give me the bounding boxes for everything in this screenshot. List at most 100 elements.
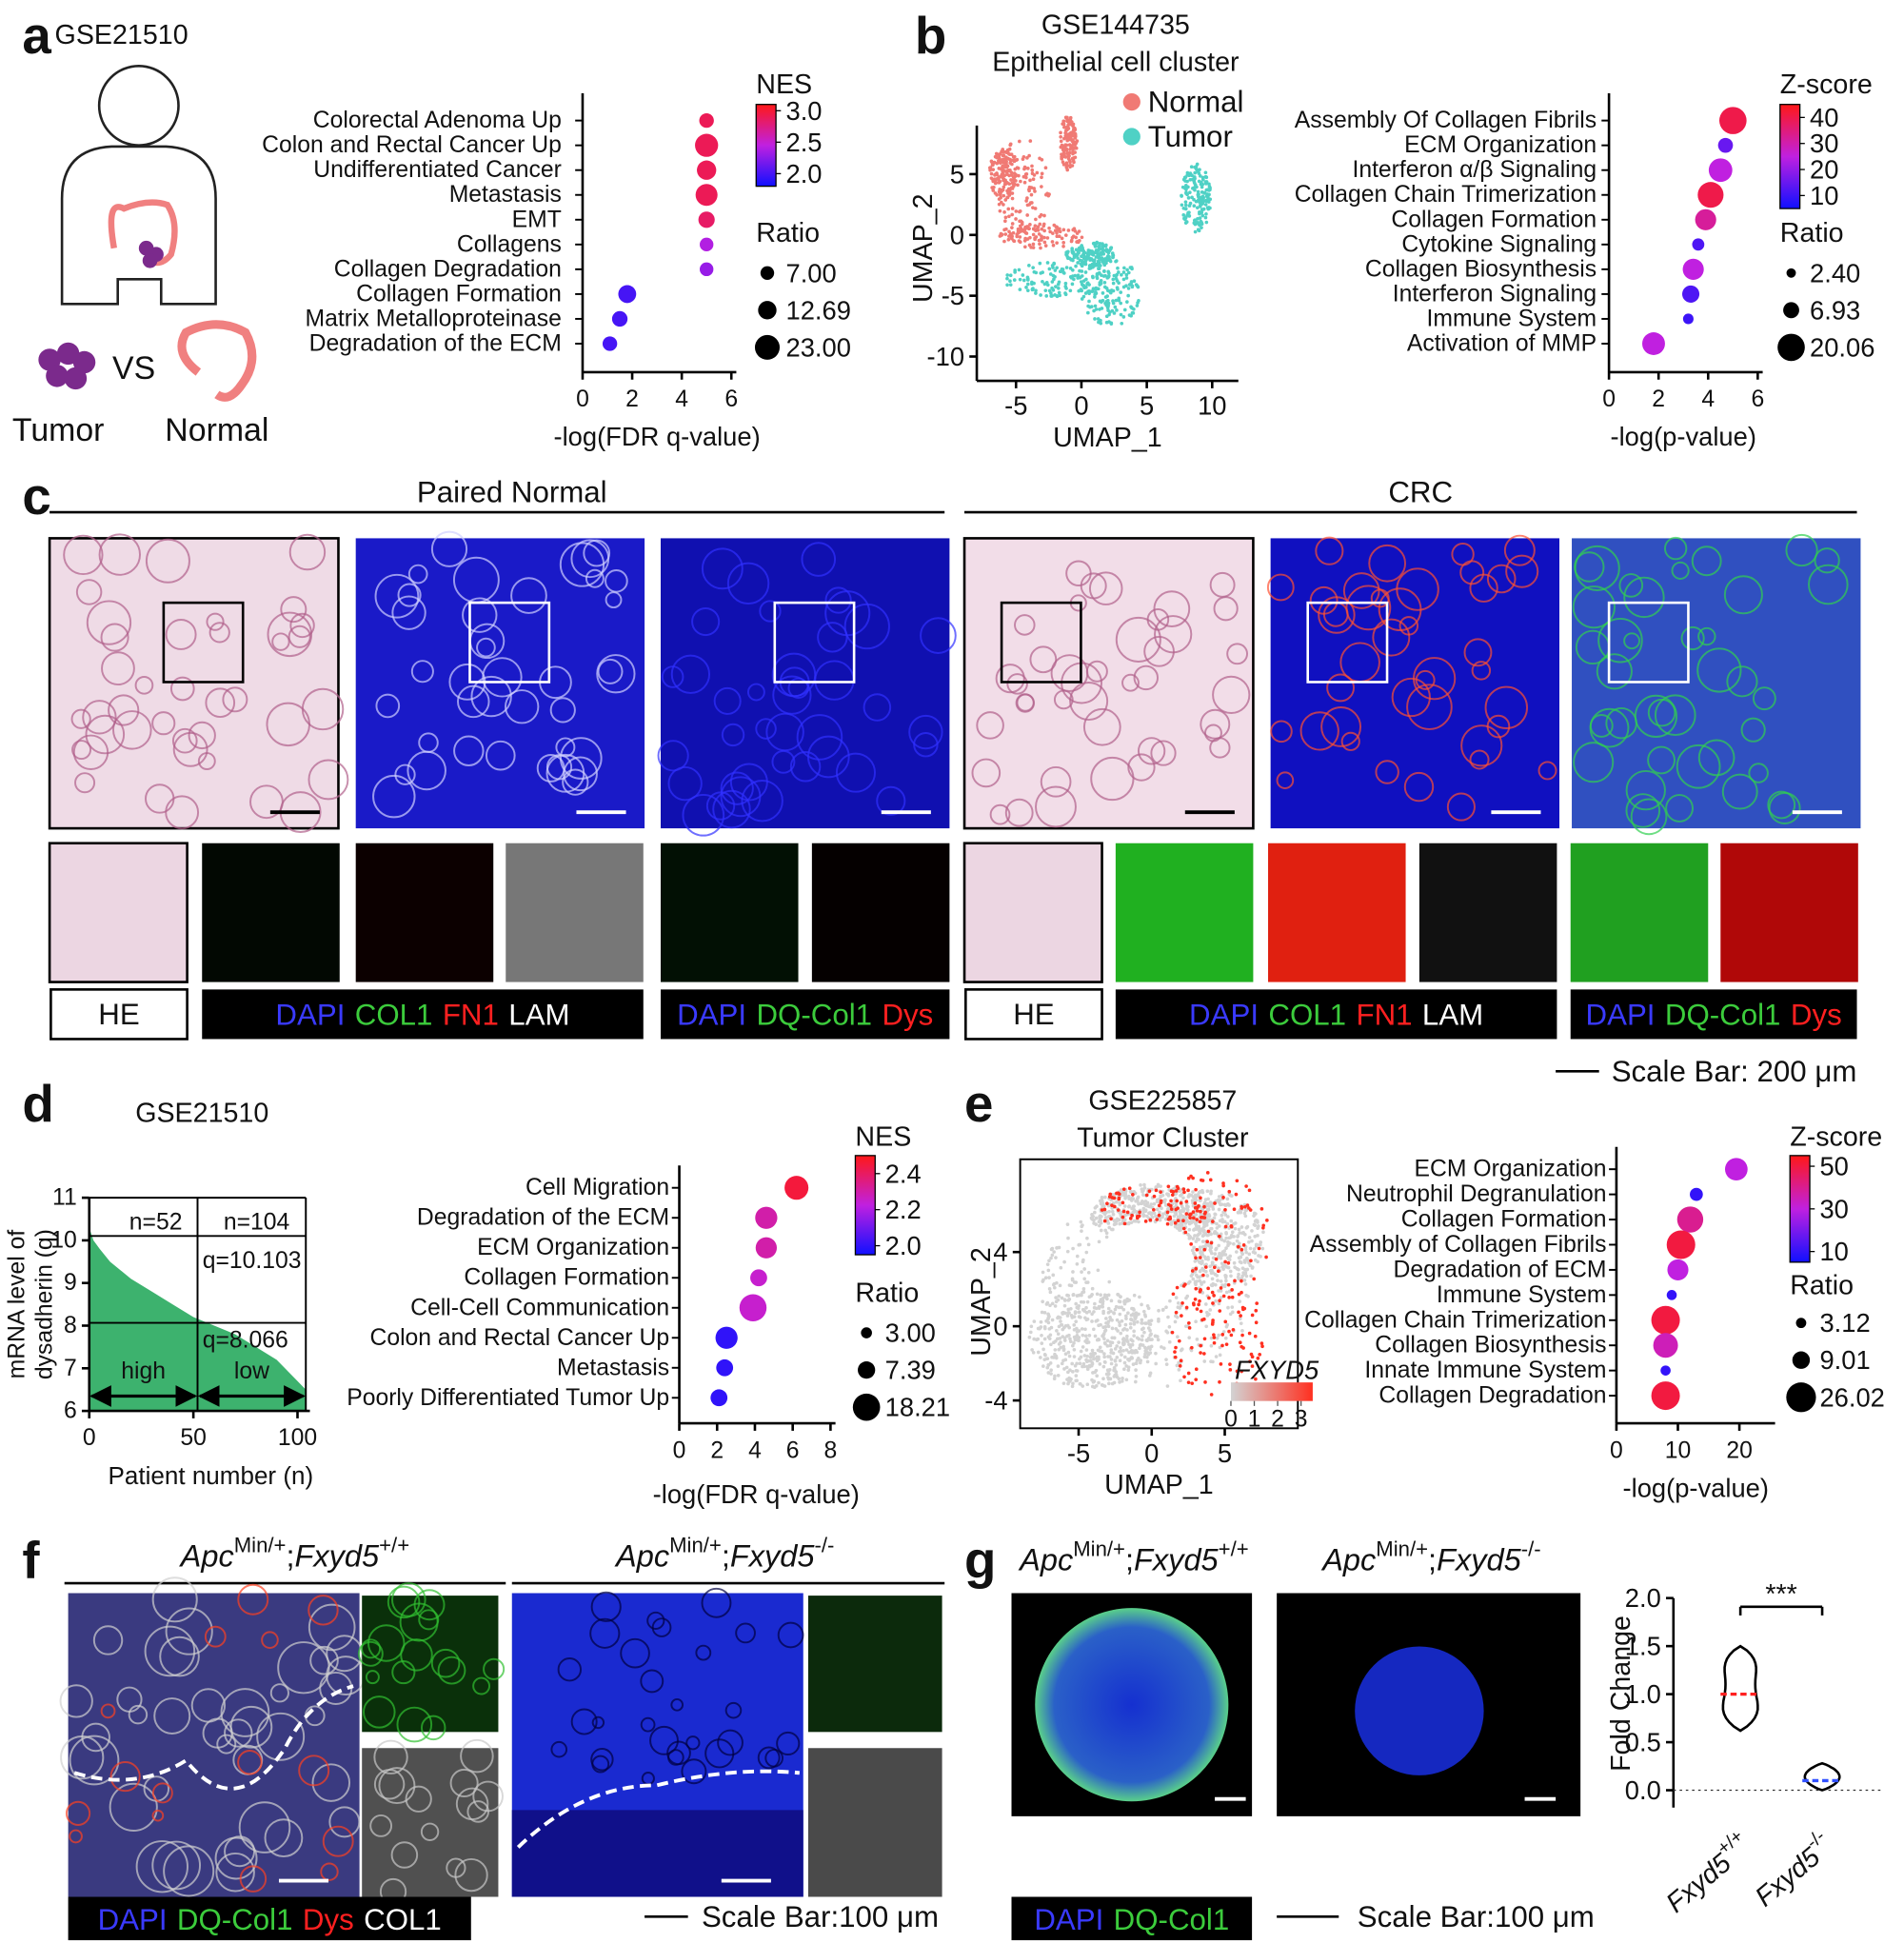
allele: +/+ bbox=[379, 1533, 409, 1556]
violin bbox=[1803, 1761, 1841, 1792]
cell bbox=[1115, 1375, 1120, 1379]
group-title: CRC bbox=[1388, 476, 1453, 509]
texture bbox=[361, 1638, 382, 1659]
cell bbox=[1057, 286, 1061, 290]
colorbar bbox=[1230, 1382, 1313, 1401]
cell bbox=[1060, 152, 1063, 156]
texture bbox=[277, 1641, 330, 1695]
cell bbox=[1115, 308, 1119, 312]
cell bbox=[1006, 237, 1011, 242]
cell bbox=[1070, 1384, 1075, 1389]
stain-box bbox=[68, 1896, 471, 1941]
cell bbox=[1238, 1299, 1242, 1303]
cell bbox=[994, 151, 999, 156]
texture bbox=[460, 1738, 494, 1774]
cell bbox=[1104, 1317, 1108, 1320]
genotype-title: ApcMin/+;Fxyd5+/+ bbox=[179, 1533, 410, 1573]
category-label: ECM Organization bbox=[477, 1235, 669, 1260]
cell bbox=[1209, 1343, 1214, 1348]
category-label: Collagen Chain Trimerization bbox=[1304, 1307, 1606, 1333]
cell bbox=[1265, 1219, 1269, 1222]
cell bbox=[993, 154, 998, 159]
cell bbox=[1057, 1347, 1061, 1352]
texture bbox=[1752, 686, 1776, 711]
cell bbox=[1152, 1211, 1157, 1216]
cell bbox=[995, 176, 1000, 181]
cell bbox=[1249, 1259, 1253, 1263]
texture bbox=[453, 735, 485, 766]
cell bbox=[1023, 166, 1027, 170]
texture bbox=[74, 772, 96, 794]
cell bbox=[1141, 1326, 1145, 1331]
cell bbox=[1078, 268, 1081, 273]
cell bbox=[1071, 228, 1076, 232]
cell bbox=[1011, 230, 1016, 235]
y-axis-title: dysadherin (q) bbox=[31, 1229, 57, 1379]
cell bbox=[1184, 1296, 1188, 1300]
texture bbox=[1597, 617, 1643, 664]
cell bbox=[1135, 304, 1140, 307]
cell bbox=[1100, 252, 1103, 256]
legend-title: Ratio bbox=[1790, 1271, 1854, 1301]
cell bbox=[1226, 1260, 1231, 1265]
cell bbox=[1173, 1350, 1177, 1354]
cell bbox=[1040, 227, 1044, 231]
x-tick-label: 10 bbox=[1665, 1437, 1692, 1463]
cell bbox=[1141, 1193, 1145, 1197]
texture bbox=[801, 542, 837, 577]
cell bbox=[1236, 1275, 1240, 1279]
stain: COL1 bbox=[1268, 998, 1346, 1031]
cell bbox=[1197, 1204, 1200, 1208]
texture bbox=[712, 789, 751, 829]
cell bbox=[1219, 1256, 1223, 1260]
cell bbox=[1053, 1374, 1057, 1378]
cell bbox=[1124, 276, 1129, 280]
texture bbox=[1372, 618, 1411, 657]
cell bbox=[1038, 261, 1042, 266]
cell bbox=[1001, 166, 1004, 169]
stain-label: DAPI DQ-Col1 bbox=[1034, 1902, 1229, 1935]
dot bbox=[700, 237, 714, 252]
cell bbox=[1139, 1183, 1142, 1187]
cell bbox=[1092, 1327, 1096, 1332]
cell bbox=[1193, 1280, 1198, 1285]
stain: DAPI bbox=[98, 1902, 168, 1935]
texture bbox=[1623, 576, 1665, 619]
texture bbox=[1460, 724, 1503, 767]
cell bbox=[1200, 1291, 1205, 1295]
inset bbox=[1720, 843, 1858, 982]
cell bbox=[1201, 1268, 1206, 1273]
cell bbox=[1144, 1193, 1149, 1198]
cell bbox=[1178, 1363, 1182, 1368]
cell bbox=[998, 179, 1002, 184]
cell bbox=[1046, 1312, 1050, 1317]
cell bbox=[1257, 1254, 1260, 1258]
cell bbox=[1184, 1305, 1189, 1310]
cell bbox=[1240, 1204, 1243, 1209]
cell bbox=[1025, 282, 1030, 287]
cell bbox=[1119, 301, 1123, 306]
inset-box bbox=[1000, 601, 1082, 684]
organoid bbox=[1035, 1608, 1229, 1802]
cell bbox=[1081, 1361, 1086, 1366]
cell bbox=[1030, 168, 1035, 172]
cell bbox=[1055, 234, 1060, 239]
cell bbox=[1233, 1221, 1238, 1225]
cell bbox=[1212, 1265, 1217, 1270]
feature-label: FXYD5 bbox=[1235, 1356, 1319, 1385]
texture bbox=[701, 547, 744, 590]
allele: Min/+ bbox=[234, 1533, 287, 1556]
cell bbox=[1208, 1245, 1213, 1250]
cell bbox=[1142, 1182, 1146, 1187]
cell bbox=[1106, 254, 1111, 258]
texture bbox=[1696, 647, 1742, 693]
cell bbox=[1021, 174, 1026, 179]
cell bbox=[1259, 1207, 1264, 1211]
cell bbox=[1221, 1181, 1225, 1185]
cell bbox=[1192, 1213, 1197, 1217]
cell bbox=[1206, 197, 1210, 202]
cell bbox=[1100, 1208, 1104, 1212]
cell bbox=[1179, 1200, 1183, 1205]
cell bbox=[1237, 1256, 1241, 1260]
cell bbox=[1226, 1282, 1231, 1287]
